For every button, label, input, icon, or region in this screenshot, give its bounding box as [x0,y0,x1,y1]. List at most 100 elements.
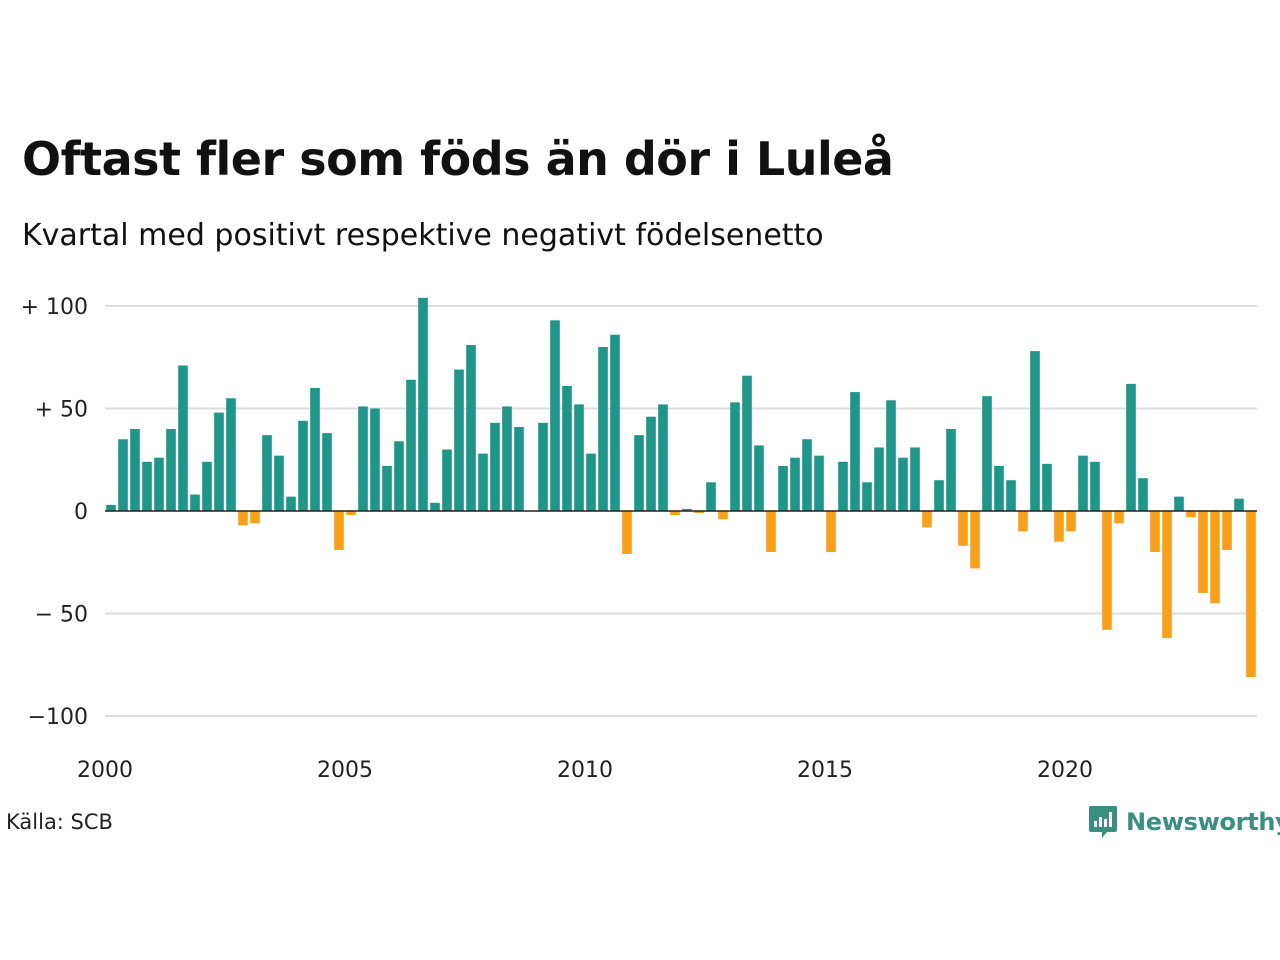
bar-2007-q3 [466,344,476,511]
bar-2001-q4 [190,494,200,511]
bar-2018-q2 [982,396,992,511]
x-tick-label: 2005 [317,758,373,783]
bar-2022-q4 [1198,511,1208,593]
bar-2003-q4 [286,496,296,511]
bar-2013-q1 [730,402,740,511]
x-tick-label: 2015 [797,758,853,783]
bar-2016-q4 [910,447,920,511]
bar-2020-q3 [1090,461,1100,511]
bar-2022-q2 [1174,496,1184,511]
x-tick-label: 2010 [557,758,613,783]
bar-2006-q4 [430,502,440,511]
bar-2021-q2 [1126,383,1136,511]
y-tick-label: − 50 [35,603,88,628]
bar-2019-q3 [1042,463,1052,511]
bar-2009-q1 [538,422,548,511]
bar-2010-q3 [610,334,620,511]
bar-2010-q4 [622,511,632,555]
bar-2005-q3 [370,408,380,511]
bar-2023-q3 [1234,498,1244,511]
bar-2014-q3 [802,439,812,511]
bar-2005-q1 [346,511,356,516]
bar-2000-q4 [142,461,152,511]
bar-2022-q3 [1186,511,1196,518]
bar-2017-q1 [922,511,932,528]
bar-2019-q1 [1018,511,1028,532]
bar-2020-q2 [1078,455,1088,511]
bar-2008-q1 [490,422,500,511]
bar-2012-q4 [718,511,728,520]
bar-2004-q2 [310,388,320,511]
bar-2000-q2 [118,439,128,511]
brand-name: Newsworthy [1126,808,1280,836]
bar-2006-q2 [406,379,416,511]
bar-2010-q1 [586,453,596,511]
y-tick-label: −100 [28,705,88,730]
bar-2014-q1 [778,465,788,511]
newsworthy-logo-icon [1089,806,1117,838]
bar-2016-q3 [898,457,908,511]
bar-2022-q1 [1162,511,1172,639]
brand-logo: Newsworthy [1088,804,1280,840]
y-tick-label: + 100 [21,295,88,320]
y-axis-tick-labels: + 100 + 50 0 − 50 −100 [21,295,88,730]
bar-2012-q2 [694,511,704,514]
bar-2003-q1 [250,511,260,524]
bar-2017-q3 [946,429,956,511]
bar-2006-q3 [418,297,428,511]
x-tick-label: 2000 [77,758,133,783]
bar-2007-q1 [442,449,452,511]
bar-2007-q2 [454,369,464,511]
bar-2004-q1 [298,420,308,511]
bar-2009-q4 [574,404,584,511]
bar-2012-q3 [706,482,716,511]
bar-2018-q3 [994,465,1004,511]
bar-2012-q1 [682,508,692,511]
bar-2011-q1 [634,435,644,511]
bar-2002-q4 [238,511,248,526]
bar-2016-q1 [874,447,884,511]
bar-2002-q3 [226,398,236,511]
bar-2013-q3 [754,445,764,511]
bar-2010-q2 [598,347,608,511]
bar-2011-q4 [670,511,680,516]
chart-subtitle: Kvartal med positivt respektive negativt… [22,218,824,253]
chart-title: Oftast fler som föds än dör i Luleå [22,132,894,186]
x-axis-tick-labels: 2000 2005 2010 2015 2020 [77,758,1093,783]
bar-2007-q4 [478,453,488,511]
bar-2021-q4 [1150,511,1160,552]
bar-2009-q2 [550,320,560,511]
bar-2011-q3 [658,404,668,511]
bar-2008-q2 [502,406,512,511]
bar-2023-q4 [1246,511,1256,678]
source-note: Källa: SCB [6,810,113,834]
bar-2008-q3 [514,426,524,511]
bar-2002-q2 [214,412,224,511]
bar-2020-q1 [1066,511,1076,532]
y-tick-label: 0 [74,500,88,525]
x-tick-label: 2020 [1037,758,1093,783]
bar-2001-q2 [166,429,176,511]
bar-2023-q2 [1222,511,1232,550]
bar-2015-q2 [838,461,848,511]
bar-2018-q1 [970,511,980,569]
bar-2006-q1 [394,441,404,511]
bar-2000-q1 [106,504,116,511]
bar-2015-q4 [862,482,872,511]
bar-2015-q3 [850,392,860,511]
bar-2013-q4 [766,511,776,552]
bar-2003-q3 [274,455,284,511]
bar-2021-q3 [1138,478,1148,511]
bar-2017-q4 [958,511,968,546]
bar-2011-q2 [646,416,656,511]
gridlines [105,305,1257,717]
bar-2003-q2 [262,435,272,511]
bar-2021-q1 [1114,511,1124,524]
bar-2018-q4 [1006,480,1016,511]
bar-2004-q4 [334,511,344,550]
y-tick-label: + 50 [35,398,88,423]
bar-2005-q4 [382,465,392,511]
bar-2020-q4 [1102,511,1112,630]
bar-2001-q3 [178,365,188,511]
